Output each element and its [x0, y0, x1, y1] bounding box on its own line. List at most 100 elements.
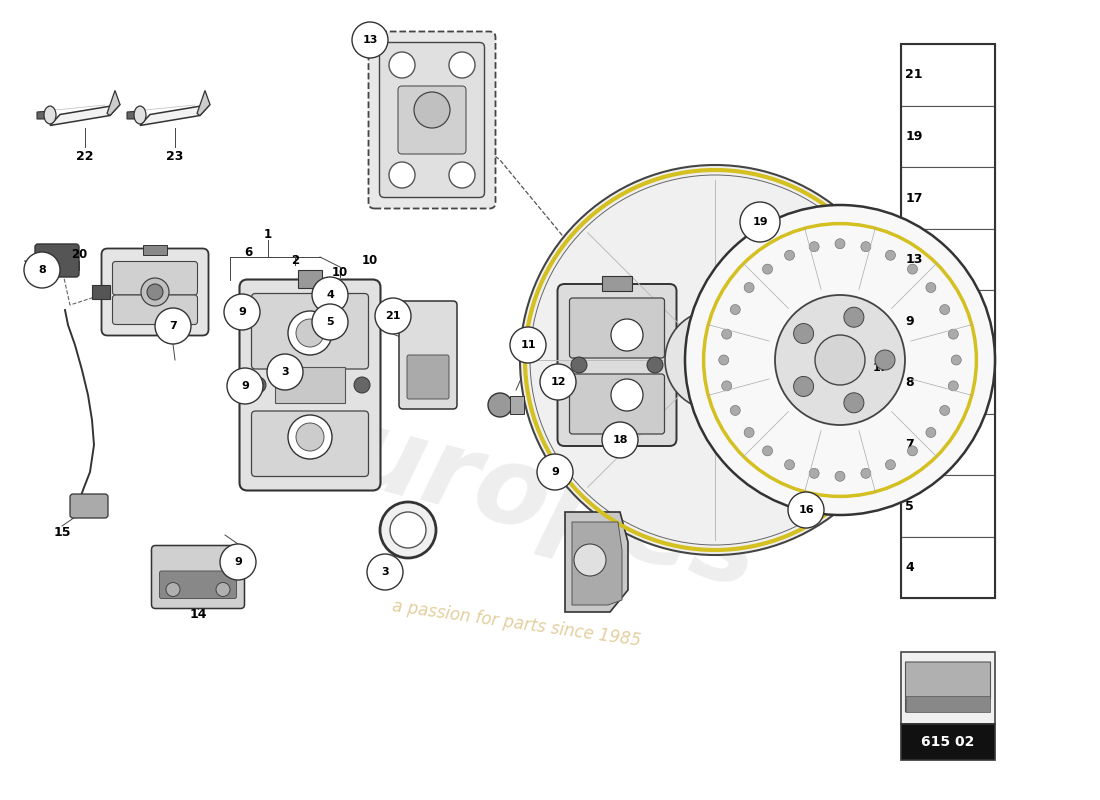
Text: 6: 6 — [244, 246, 252, 258]
FancyBboxPatch shape — [901, 167, 996, 229]
FancyBboxPatch shape — [240, 279, 381, 490]
Bar — [602, 276, 632, 291]
FancyBboxPatch shape — [905, 696, 990, 712]
FancyBboxPatch shape — [901, 475, 996, 537]
Circle shape — [952, 355, 961, 365]
Circle shape — [354, 377, 370, 393]
Text: 21: 21 — [385, 311, 400, 321]
FancyBboxPatch shape — [398, 86, 466, 154]
Circle shape — [844, 307, 864, 327]
Circle shape — [788, 492, 824, 528]
Text: 16: 16 — [799, 505, 814, 515]
FancyBboxPatch shape — [901, 537, 996, 598]
Circle shape — [844, 393, 864, 413]
Text: 8: 8 — [905, 376, 914, 390]
Circle shape — [537, 454, 573, 490]
Circle shape — [312, 304, 348, 340]
Text: 9: 9 — [905, 314, 914, 328]
Circle shape — [793, 323, 814, 343]
Circle shape — [908, 264, 917, 274]
Text: 20: 20 — [70, 249, 87, 262]
Circle shape — [861, 468, 871, 478]
Text: 21: 21 — [905, 68, 923, 82]
Text: 13: 13 — [362, 35, 377, 45]
FancyBboxPatch shape — [252, 294, 368, 369]
Text: 9: 9 — [241, 381, 249, 391]
Text: europes: europes — [265, 381, 769, 611]
Circle shape — [939, 305, 949, 314]
Circle shape — [367, 554, 403, 590]
Text: 8: 8 — [39, 265, 46, 275]
Polygon shape — [572, 522, 621, 605]
Circle shape — [886, 250, 895, 260]
Text: 615 02: 615 02 — [922, 735, 975, 749]
Text: 2: 2 — [290, 254, 299, 266]
Circle shape — [835, 238, 845, 249]
Text: 18: 18 — [613, 435, 628, 445]
Text: 1: 1 — [264, 229, 272, 242]
Circle shape — [886, 460, 895, 470]
Circle shape — [414, 92, 450, 128]
FancyBboxPatch shape — [368, 31, 495, 209]
Circle shape — [815, 335, 865, 385]
Circle shape — [288, 415, 332, 459]
Text: 9: 9 — [551, 467, 559, 477]
Circle shape — [141, 278, 169, 306]
Text: a passion for parts since 1985: a passion for parts since 1985 — [392, 598, 642, 650]
Circle shape — [762, 264, 772, 274]
Circle shape — [685, 330, 745, 390]
Circle shape — [784, 460, 794, 470]
Circle shape — [267, 354, 303, 390]
Bar — [143, 245, 167, 254]
Circle shape — [610, 319, 643, 351]
Circle shape — [744, 282, 755, 293]
Ellipse shape — [390, 512, 426, 548]
Circle shape — [449, 162, 475, 188]
Text: 5: 5 — [327, 317, 333, 327]
Circle shape — [227, 368, 263, 404]
Circle shape — [352, 22, 388, 58]
Circle shape — [571, 357, 587, 373]
Circle shape — [730, 406, 740, 415]
Circle shape — [540, 364, 576, 400]
Circle shape — [793, 377, 814, 397]
Text: 17: 17 — [905, 191, 923, 205]
Circle shape — [155, 308, 191, 344]
Circle shape — [908, 446, 917, 456]
FancyBboxPatch shape — [407, 355, 449, 399]
Text: 9: 9 — [234, 557, 242, 567]
Circle shape — [685, 205, 996, 515]
Circle shape — [722, 329, 732, 339]
FancyBboxPatch shape — [275, 367, 345, 403]
Circle shape — [722, 381, 732, 391]
FancyBboxPatch shape — [112, 262, 198, 295]
FancyBboxPatch shape — [101, 249, 209, 335]
Circle shape — [312, 277, 348, 313]
Circle shape — [744, 427, 755, 438]
Circle shape — [939, 406, 949, 415]
FancyBboxPatch shape — [252, 411, 368, 477]
Circle shape — [520, 165, 910, 555]
Circle shape — [610, 379, 643, 411]
Text: 11: 11 — [520, 340, 536, 350]
Circle shape — [250, 377, 266, 393]
FancyBboxPatch shape — [160, 571, 236, 598]
Circle shape — [874, 350, 895, 370]
Circle shape — [574, 544, 606, 576]
Circle shape — [147, 284, 163, 300]
Circle shape — [926, 282, 936, 293]
FancyBboxPatch shape — [70, 494, 108, 518]
Text: 9: 9 — [238, 307, 246, 317]
Circle shape — [510, 327, 546, 363]
Circle shape — [776, 295, 905, 425]
Polygon shape — [37, 111, 50, 119]
Circle shape — [220, 544, 256, 580]
Circle shape — [856, 344, 904, 392]
Circle shape — [948, 381, 958, 391]
Circle shape — [948, 329, 958, 339]
FancyBboxPatch shape — [570, 298, 664, 358]
Text: 7: 7 — [169, 321, 177, 331]
Polygon shape — [905, 662, 990, 712]
Text: 19: 19 — [752, 217, 768, 227]
Text: 3: 3 — [382, 567, 388, 577]
